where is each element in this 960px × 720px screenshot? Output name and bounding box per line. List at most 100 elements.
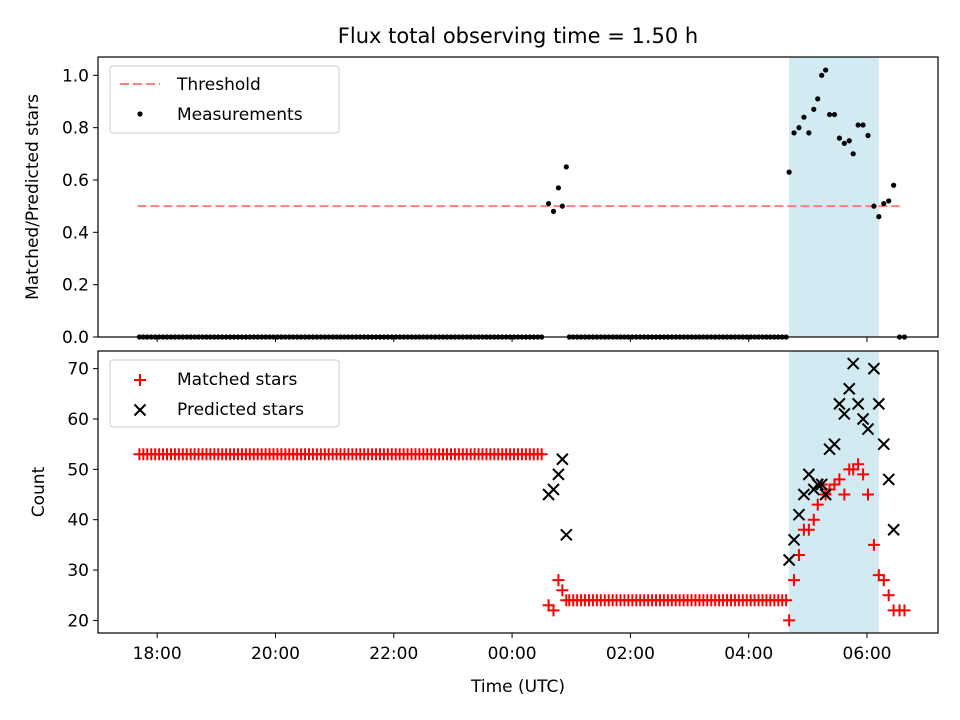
- measurement-point: [826, 111, 833, 118]
- matched-star-point: [833, 473, 846, 486]
- predicted-star-point: [867, 362, 881, 375]
- observing-span-top: [789, 57, 879, 337]
- measurements-legend-label: Measurements: [177, 105, 303, 125]
- predicted-star-point: [833, 397, 846, 411]
- predicted-star-point: [792, 508, 806, 521]
- predicted-star-point: [811, 478, 824, 491]
- measurement-point: [550, 208, 557, 214]
- matched-star-point: [788, 574, 801, 587]
- predicted-star-point: [556, 453, 569, 466]
- matched-star-point: [560, 594, 573, 607]
- ratio-legend: Threshold Measurements: [109, 65, 340, 134]
- time-x-axis: 18:00 20:00 22:00 00:00 02:00 04:00 06:00: [133, 633, 892, 664]
- measurement-point: [786, 169, 792, 175]
- predicted-star-point: [843, 382, 856, 395]
- predicted-star-point: [552, 468, 565, 481]
- matched-star-point: [862, 488, 874, 501]
- matched-star-point: [547, 604, 560, 617]
- measurement-point: [559, 203, 565, 209]
- predicted-star-point: [547, 483, 560, 496]
- count-y-tick-label: 50: [67, 460, 89, 480]
- predicted-star-point: [861, 422, 875, 436]
- measurement-point: [836, 135, 843, 141]
- measurement-point: [815, 96, 821, 102]
- count-plot-frame: [97, 350, 939, 634]
- ratio-x-ticks: [156, 337, 868, 342]
- time-x-tick-label: 04:00: [724, 644, 773, 664]
- predicted-star-point: [872, 397, 886, 411]
- time-x-tick-label: 20:00: [251, 644, 300, 664]
- threshold-legend-label: Threshold: [176, 75, 261, 95]
- matched-star-point: [838, 488, 851, 501]
- measurement-point: [850, 151, 856, 157]
- predicted-star-point: [847, 357, 860, 370]
- predicted-star-point: [828, 437, 841, 451]
- measurement-point: [886, 198, 892, 204]
- measurement-point: [855, 122, 861, 128]
- measurement-point: [811, 106, 817, 112]
- predicted-star-point: [882, 473, 895, 486]
- predicted-star-point: [851, 397, 865, 411]
- predicted-star-point: [856, 412, 870, 426]
- predicted-star-point: [887, 523, 900, 536]
- predicted-star-point: [877, 437, 890, 451]
- measurement-point: [801, 114, 807, 120]
- predicted-star-point: [815, 478, 828, 491]
- measurement-point: [555, 185, 562, 191]
- matched-star-point: [802, 523, 815, 536]
- measurements-legend-swatch: [137, 111, 143, 117]
- measurement-point: [860, 122, 866, 128]
- matched-star-point: [882, 589, 895, 602]
- measurement-point: [806, 130, 812, 136]
- ratio-y-axis: 0.0 0.2 0.4 0.6 0.8 1.0: [62, 66, 98, 348]
- predicted-star-point: [819, 488, 832, 501]
- ratio-panel: 0.0 0.2 0.4 0.6 0.8 1.0 Matched/Predicted sta…: [23, 56, 939, 348]
- x-axis-label: Time (UTC): [470, 677, 565, 697]
- ratio-y-tick-label: 0.4: [62, 223, 89, 243]
- measurement-point: [881, 200, 887, 207]
- predicted-star-point: [787, 533, 801, 547]
- measurement-point: [819, 72, 825, 78]
- matched-legend-label: Matched stars: [177, 370, 297, 390]
- ratio-y-tick-label: 0.0: [62, 328, 89, 348]
- time-x-tick-label: 00:00: [488, 644, 537, 664]
- count-legend-box: [109, 359, 340, 428]
- measurement-point: [563, 164, 569, 170]
- count-y-tick-label: 30: [67, 561, 89, 581]
- time-x-tick-label: 06:00: [843, 644, 892, 664]
- matched-star-point: [811, 498, 824, 511]
- ratio-y-tick-label: 0.6: [62, 171, 89, 191]
- count-y-tick-label: 40: [67, 511, 89, 531]
- predicted-star-point: [838, 407, 851, 421]
- measurement-point: [891, 182, 897, 188]
- measurement-point: [545, 200, 552, 207]
- measurement-point: [831, 111, 838, 118]
- ratio-plot-frame: [97, 56, 939, 338]
- count-y-tick-label: 60: [67, 410, 89, 430]
- measurement-point: [796, 125, 802, 131]
- count-panel: 20 30 40 50 60 70 18:00 20:00 22:00 00:00 02:00 04…: [29, 350, 939, 697]
- count-y-label: Count: [29, 466, 49, 517]
- measurement-point: [823, 67, 829, 73]
- matched-star-point: [852, 458, 865, 471]
- measurement-point: [865, 132, 871, 139]
- count-y-tick-label: 70: [67, 360, 89, 380]
- ratio-legend-box: [109, 65, 340, 134]
- matched-points: [133, 448, 911, 627]
- predicted-star-point: [782, 553, 796, 567]
- measurement-point: [846, 138, 852, 144]
- matched-star-point: [877, 574, 890, 587]
- measurement-point: [841, 140, 847, 146]
- matched-star-point: [780, 594, 793, 607]
- ratio-y-tick-label: 0.2: [62, 276, 89, 296]
- time-x-tick-label: 02:00: [606, 644, 655, 664]
- predicted-star-point: [560, 528, 573, 542]
- matched-star-point: [552, 574, 565, 587]
- measurement-point: [876, 214, 882, 220]
- predicted-star-point: [797, 488, 811, 501]
- matched-star-point: [867, 538, 880, 551]
- count-legend: Matched stars Predicted stars: [109, 359, 340, 428]
- predicted-legend-label: Predicted stars: [177, 400, 304, 420]
- observing-span-bottom: [789, 351, 879, 633]
